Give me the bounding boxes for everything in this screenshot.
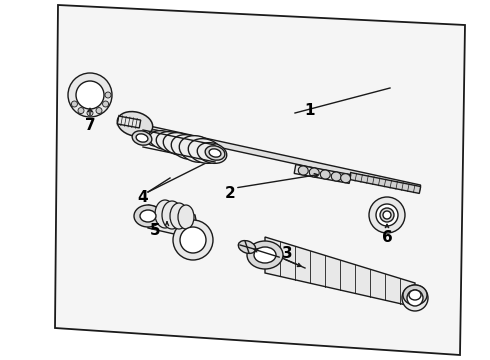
Ellipse shape	[238, 240, 256, 253]
Ellipse shape	[173, 220, 213, 260]
Ellipse shape	[298, 166, 308, 175]
Polygon shape	[55, 5, 465, 355]
Ellipse shape	[369, 197, 405, 233]
Ellipse shape	[170, 203, 188, 229]
Polygon shape	[139, 124, 420, 191]
Ellipse shape	[105, 92, 111, 98]
Text: 5: 5	[149, 222, 160, 238]
Ellipse shape	[376, 204, 398, 226]
Ellipse shape	[162, 201, 182, 229]
Polygon shape	[349, 172, 421, 193]
Ellipse shape	[149, 131, 177, 149]
Polygon shape	[294, 165, 351, 184]
Ellipse shape	[197, 143, 227, 163]
Ellipse shape	[341, 174, 350, 183]
Polygon shape	[117, 116, 141, 128]
Ellipse shape	[178, 205, 194, 229]
Ellipse shape	[180, 227, 206, 253]
Ellipse shape	[320, 170, 330, 179]
Ellipse shape	[76, 81, 104, 109]
Ellipse shape	[331, 172, 341, 181]
Ellipse shape	[309, 168, 319, 177]
Text: 4: 4	[138, 189, 148, 204]
Ellipse shape	[102, 101, 109, 107]
Ellipse shape	[409, 290, 421, 300]
Text: 6: 6	[382, 230, 392, 244]
Ellipse shape	[96, 108, 102, 114]
Ellipse shape	[407, 290, 423, 306]
Ellipse shape	[136, 134, 148, 142]
Text: 1: 1	[305, 103, 315, 117]
Ellipse shape	[134, 205, 162, 227]
Ellipse shape	[205, 146, 225, 160]
Text: 2: 2	[224, 185, 235, 201]
Ellipse shape	[72, 101, 77, 107]
Ellipse shape	[132, 131, 152, 145]
Ellipse shape	[403, 285, 427, 305]
Polygon shape	[148, 205, 200, 240]
Ellipse shape	[156, 132, 186, 152]
Ellipse shape	[209, 149, 221, 157]
Polygon shape	[265, 237, 415, 307]
Ellipse shape	[155, 200, 175, 228]
Ellipse shape	[117, 112, 153, 136]
Ellipse shape	[68, 73, 112, 117]
Ellipse shape	[188, 139, 222, 163]
Ellipse shape	[402, 285, 428, 311]
Ellipse shape	[380, 208, 394, 222]
Ellipse shape	[78, 108, 84, 114]
Text: 7: 7	[85, 117, 96, 132]
Ellipse shape	[140, 210, 156, 222]
Ellipse shape	[247, 241, 283, 269]
Text: 3: 3	[282, 246, 293, 261]
Ellipse shape	[163, 132, 195, 156]
Ellipse shape	[171, 135, 205, 159]
Ellipse shape	[179, 136, 215, 162]
Ellipse shape	[87, 110, 93, 116]
Ellipse shape	[254, 247, 276, 263]
Ellipse shape	[383, 211, 391, 219]
Ellipse shape	[143, 130, 167, 146]
